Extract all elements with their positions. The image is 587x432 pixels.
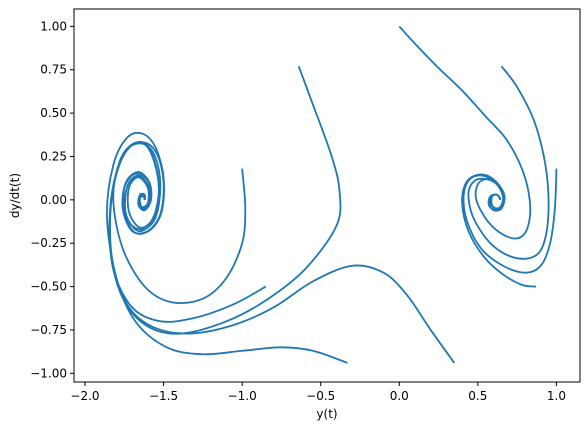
y-tick-label: 0.75 [40, 63, 67, 77]
x-tick-label: 0.5 [468, 389, 487, 403]
y-tick-label: −0.50 [30, 280, 67, 294]
y-tick-label: −0.25 [30, 236, 67, 250]
trajectory-line-6 [398, 25, 532, 240]
axes-frame [73, 8, 581, 383]
x-tick-label: −2.0 [70, 389, 99, 403]
x-tick-label: −0.5 [306, 389, 335, 403]
trajectory-line-5 [109, 142, 456, 364]
y-tick-label: −1.00 [30, 366, 67, 380]
x-tick-label: −1.5 [149, 389, 178, 403]
y-tick-label: 0.25 [40, 149, 67, 163]
y-axis-label: dy/dt(t) [8, 173, 22, 218]
y-tick-label: 1.00 [40, 19, 67, 33]
x-axis-label: y(t) [316, 407, 337, 421]
plot-area [106, 25, 558, 364]
x-axis: −2.0 −1.5 −1.0 −0.5 0.0 0.5 1.0 [70, 382, 566, 403]
x-tick-label: 0.0 [390, 389, 409, 403]
trajectory-line-7 [467, 65, 550, 260]
y-tick-label: −0.75 [30, 323, 67, 337]
x-tick-label: 1.0 [547, 389, 566, 403]
y-tick-label: 0.00 [40, 193, 67, 207]
y-axis: −1.00 −0.75 −0.50 −0.25 0.00 0.25 0.50 0.75 1.00 [30, 19, 74, 380]
trajectory-line-9 [461, 173, 537, 288]
y-tick-label: 0.50 [40, 106, 67, 120]
x-tick-label: −1.0 [228, 389, 257, 403]
